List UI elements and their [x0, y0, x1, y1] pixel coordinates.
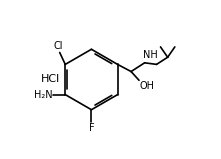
Text: H₂N: H₂N: [34, 90, 53, 100]
Text: F: F: [89, 123, 94, 133]
Text: OH: OH: [140, 81, 155, 91]
Text: Cl: Cl: [53, 41, 63, 51]
Text: HCl: HCl: [40, 75, 60, 84]
Text: NH: NH: [143, 50, 158, 60]
